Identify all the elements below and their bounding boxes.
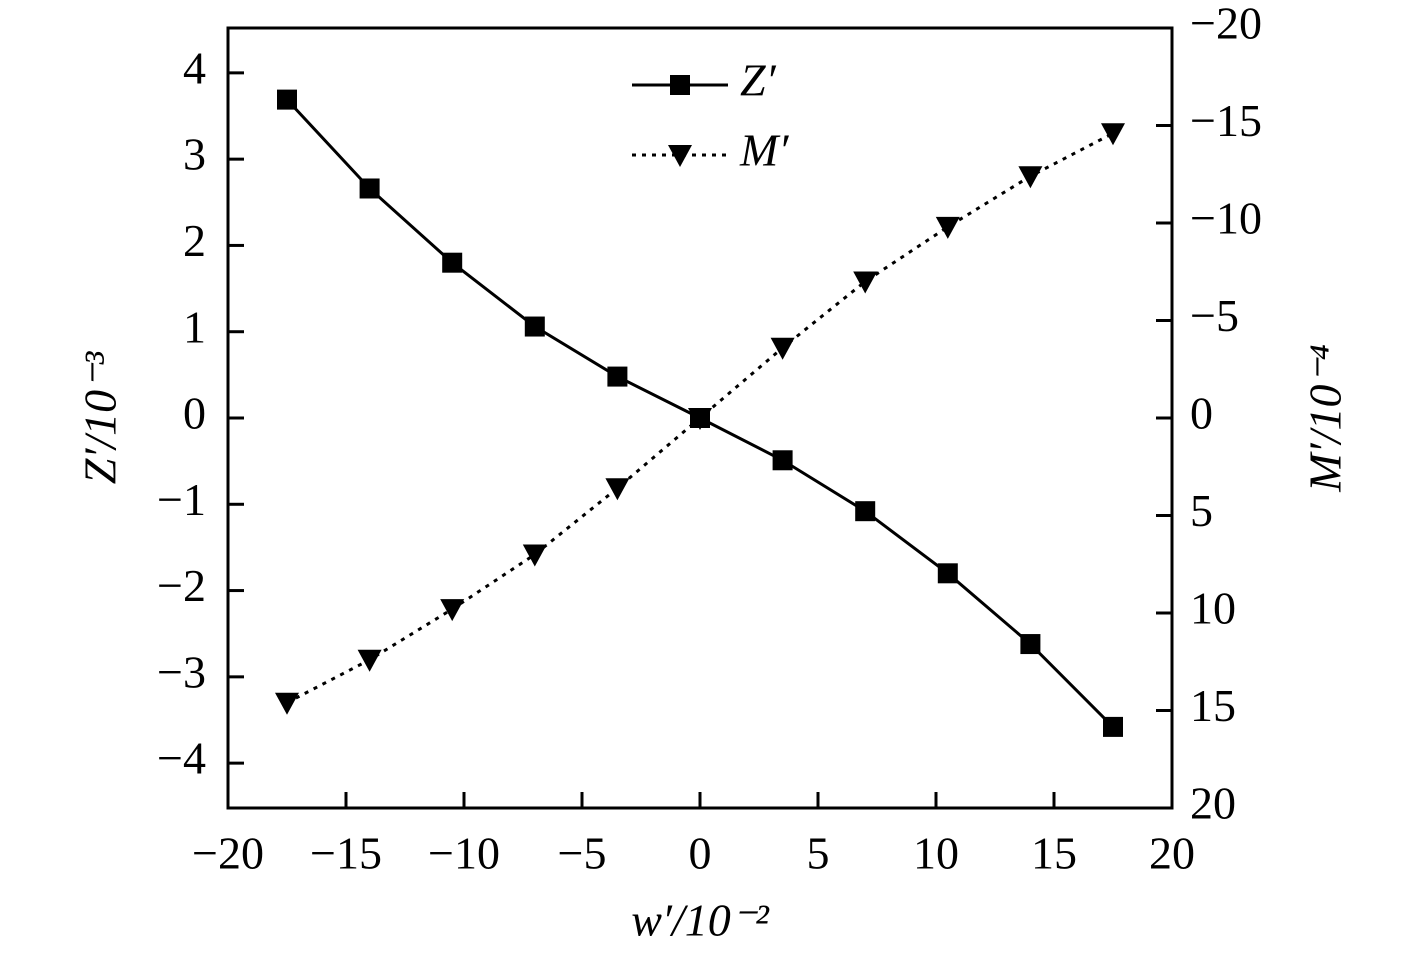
- marker: [277, 89, 297, 110]
- y2-tick-label: 10: [1190, 583, 1236, 634]
- x-tick-label: 15: [1031, 828, 1077, 879]
- legend-marker: [670, 75, 690, 95]
- x-tick-label: −15: [310, 828, 382, 879]
- marker: [522, 544, 547, 567]
- legend-label: Z′: [740, 55, 777, 106]
- y-tick-label: −3: [157, 646, 206, 697]
- y-tick-label: 2: [183, 215, 206, 266]
- x-tick-label: 0: [689, 828, 712, 879]
- marker: [1103, 716, 1123, 737]
- y-tick-label: −1: [157, 474, 206, 525]
- marker: [1018, 166, 1043, 189]
- y2-tick-label: −10: [1190, 193, 1262, 244]
- y-tick-label: 4: [183, 42, 206, 93]
- marker: [524, 316, 545, 337]
- marker: [357, 649, 382, 672]
- y-tick-label: −4: [157, 733, 206, 784]
- y2-tick-label: 0: [1190, 388, 1213, 439]
- legend-marker: [668, 145, 692, 167]
- marker: [853, 271, 878, 294]
- y-axis-label: Z′/10⁻³: [75, 351, 126, 485]
- y2-tick-label: 15: [1190, 680, 1236, 731]
- marker: [1020, 634, 1041, 655]
- y2-tick-label: −20: [1190, 0, 1262, 49]
- y2-axis-label: M′/10⁻⁴: [1300, 344, 1351, 492]
- y-tick-label: 0: [183, 388, 206, 439]
- marker: [935, 216, 960, 239]
- x-tick-label: −20: [192, 828, 264, 879]
- marker: [772, 450, 793, 471]
- marker: [1101, 123, 1125, 146]
- x-tick-label: 5: [807, 828, 830, 879]
- y2-tick-label: −15: [1190, 95, 1262, 146]
- legend-label: M′: [739, 125, 789, 176]
- marker: [688, 408, 712, 430]
- x-tick-label: −5: [558, 828, 607, 879]
- marker: [440, 599, 465, 622]
- marker: [275, 692, 299, 715]
- x-tick-label: 10: [913, 828, 959, 879]
- y2-tick-label: 20: [1190, 778, 1236, 829]
- y-tick-label: 3: [183, 129, 206, 180]
- x-axis-label: w′/10⁻²: [631, 895, 770, 946]
- y2-tick-label: −5: [1190, 290, 1239, 341]
- marker: [607, 366, 628, 387]
- y-tick-label: −2: [157, 560, 206, 611]
- marker: [855, 501, 876, 522]
- marker: [359, 178, 380, 199]
- marker: [770, 337, 795, 360]
- y-tick-label: 1: [183, 301, 206, 352]
- marker: [442, 252, 463, 273]
- marker: [605, 478, 630, 501]
- x-tick-label: −10: [428, 828, 500, 879]
- x-tick-label: 20: [1149, 828, 1195, 879]
- marker: [937, 563, 958, 584]
- y2-tick-label: 5: [1190, 485, 1213, 536]
